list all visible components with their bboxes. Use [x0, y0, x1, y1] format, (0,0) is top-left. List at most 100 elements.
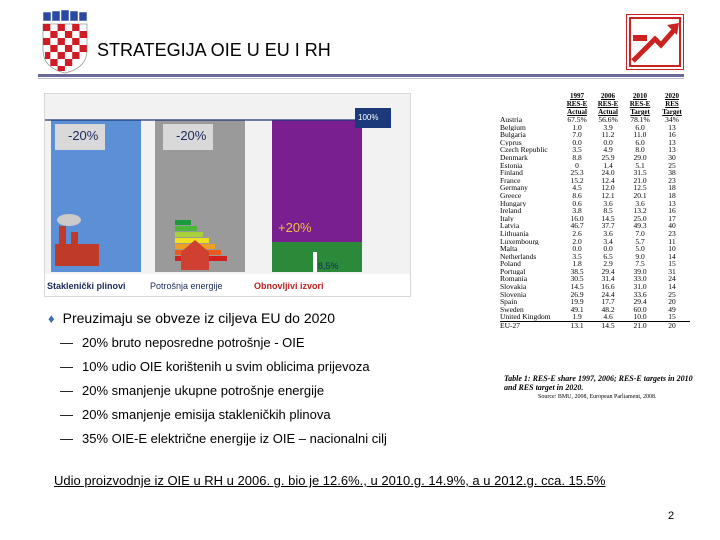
page-number: 2 — [668, 510, 675, 522]
value-cell: 24.4 — [601, 290, 615, 299]
value-cell: 0.0 — [572, 245, 582, 253]
table-row: Slovenia 26.9 24.4 33.6 25 — [500, 291, 690, 299]
value-cell: 20.1 — [633, 191, 647, 200]
value-cell: 25.9 — [601, 153, 615, 162]
house-icon — [181, 240, 209, 270]
value-cell: 13 — [668, 146, 676, 154]
value-cell: 4.9 — [603, 146, 613, 154]
value-cell: 8.5 — [603, 207, 613, 215]
value-cell: 0.0 — [603, 138, 613, 147]
value-cell: 46.7 — [570, 222, 584, 230]
value-cell: 49 — [668, 305, 676, 314]
table-header-cell: 2020 RES Target — [656, 92, 688, 116]
dash-bullet-icon: — — [60, 359, 73, 374]
value-cell: 38.5 — [570, 267, 584, 276]
table-row: Ireland 3.8 8.5 13.2 16 — [500, 207, 690, 215]
value-cell: 12.5 — [633, 184, 647, 192]
sub-bullet: — 35% OIE-E električne energije iz OIE – … — [60, 427, 387, 451]
value-cell: 26.9 — [570, 290, 584, 299]
bar-label-renewables: +20% — [278, 220, 312, 235]
value-cell: 2.6 — [572, 229, 582, 238]
value-cell: 16 — [668, 131, 676, 139]
value-cell: 31.4 — [601, 275, 615, 284]
value-cell: 16.6 — [601, 283, 615, 291]
header-line: 1997 — [570, 92, 584, 100]
header-line: Actual — [598, 108, 618, 116]
value-cell: 18 — [668, 191, 676, 200]
country-cell: Bulgaria — [500, 131, 526, 139]
table-row: Sweden 49.1 48.2 60.0 49 — [500, 306, 690, 314]
value-cell: 1.8 — [572, 260, 582, 268]
value-cell: 7.5 — [635, 260, 645, 268]
value-cell: 24.0 — [601, 169, 615, 177]
country-cell: Germany — [500, 184, 528, 192]
value-cell: 6.5 — [603, 252, 613, 261]
main-bullet-text: Preuzimaju se obveze iz ciljeva EU do 20… — [62, 310, 336, 326]
table-row: Germany 4.5 12.0 12.5 18 — [500, 184, 690, 192]
bar-label-consumption: -20% — [176, 128, 207, 143]
value-cell: 2.0 — [572, 237, 582, 246]
table-header-cell — [500, 92, 562, 116]
table-row: Greece 8.6 12.1 20.1 18 — [500, 192, 690, 200]
dash-bullet-icon: — — [60, 383, 73, 398]
header-line: Actual — [567, 108, 587, 116]
header-line: RES-E — [566, 100, 588, 108]
value-cell: 11 — [668, 237, 676, 246]
country-cell: Romania — [500, 275, 528, 284]
main-bullet: ♦ Preuzimaju se obveze iz ciljeva EU do 2… — [48, 310, 335, 326]
caption-consumption: Potrošnja energije — [150, 281, 223, 291]
value-cell: 15 — [668, 313, 676, 322]
value-cell: 3.4 — [603, 237, 613, 246]
dash-bullet-icon: — — [60, 431, 73, 446]
country-cell: Netherlands — [500, 252, 537, 261]
value-cell: 0.0 — [572, 138, 582, 147]
table-row: Czech Republic 3.5 4.9 8.0 13 — [500, 146, 690, 154]
table-row: Spain 19.9 17.7 29.4 20 — [500, 298, 690, 306]
country-cell: Italy — [500, 214, 514, 223]
value-cell: 3.6 — [603, 199, 613, 208]
value-cell: 49.1 — [570, 305, 584, 314]
res-table: 1997 RES-E Actual 2006 RES-E Actual 2010 RES-E T… — [500, 92, 690, 330]
value-cell: 19.9 — [570, 298, 584, 306]
table-row: Italy 16.0 14.5 25.0 17 — [500, 215, 690, 223]
value-cell: 1.0 — [572, 123, 582, 132]
country-cell: Slovenia — [500, 290, 527, 299]
value-cell: 5.1 — [635, 161, 645, 170]
sub-bullet-text: 20% bruto neposredne potrošnje - OIE — [82, 335, 305, 350]
value-cell: 13.2 — [633, 207, 647, 215]
table-row: Portugal 38.5 29.4 39.0 31 — [500, 268, 690, 276]
logo — [626, 14, 684, 70]
value-cell: 11.0 — [633, 131, 647, 139]
value-cell: 7.0 — [635, 229, 645, 238]
country-cell: Spain — [500, 298, 518, 306]
value-cell: 25 — [668, 290, 676, 299]
value-cell: 23 — [668, 176, 676, 185]
value-cell: 16.0 — [570, 214, 584, 223]
table-row: Bulgaria 7.0 11.2 11.0 16 — [500, 131, 690, 139]
table-row: United Kingdom 1.9 4.6 10.0 15 — [500, 313, 690, 321]
value-cell: 0.6 — [572, 199, 582, 208]
country-cell: Greece — [500, 191, 522, 200]
value-cell: 8.6 — [572, 191, 582, 200]
value-cell: 40 — [668, 222, 676, 230]
sub-bullet-text: 20% smanjenje emisija stakleničkih plino… — [82, 407, 331, 422]
country-cell: Sweden — [500, 305, 524, 314]
value-cell: 6.0 — [635, 138, 645, 147]
value-cell: 12.4 — [601, 176, 615, 185]
country-cell: United Kingdom — [500, 313, 551, 322]
value-cell: 3.8 — [572, 207, 582, 215]
value-cell: 6.0 — [635, 123, 645, 132]
value-cell: 38 — [668, 169, 676, 177]
value-cell: 3.9 — [603, 123, 613, 132]
value-cell: 31.0 — [633, 283, 647, 291]
sub-bullet: — 20% bruto neposredne potrošnje - OIE — [60, 331, 387, 355]
value-cell: 21.0 — [633, 322, 647, 330]
country-cell: Lithuania — [500, 229, 529, 238]
value-cell: 25.3 — [570, 169, 584, 177]
country-cell: Cyprus — [500, 138, 522, 147]
table-row: Malta 0.0 0.0 5.0 10 — [500, 245, 690, 253]
value-cell: 17.7 — [601, 298, 615, 306]
value-cell: 4.6 — [603, 313, 613, 322]
value-cell: 14.5 — [601, 214, 615, 223]
res-table-body: Austria 67.5% 56.6% 78.1% 34% Belgium 1.0 3.9 6.… — [500, 116, 690, 330]
